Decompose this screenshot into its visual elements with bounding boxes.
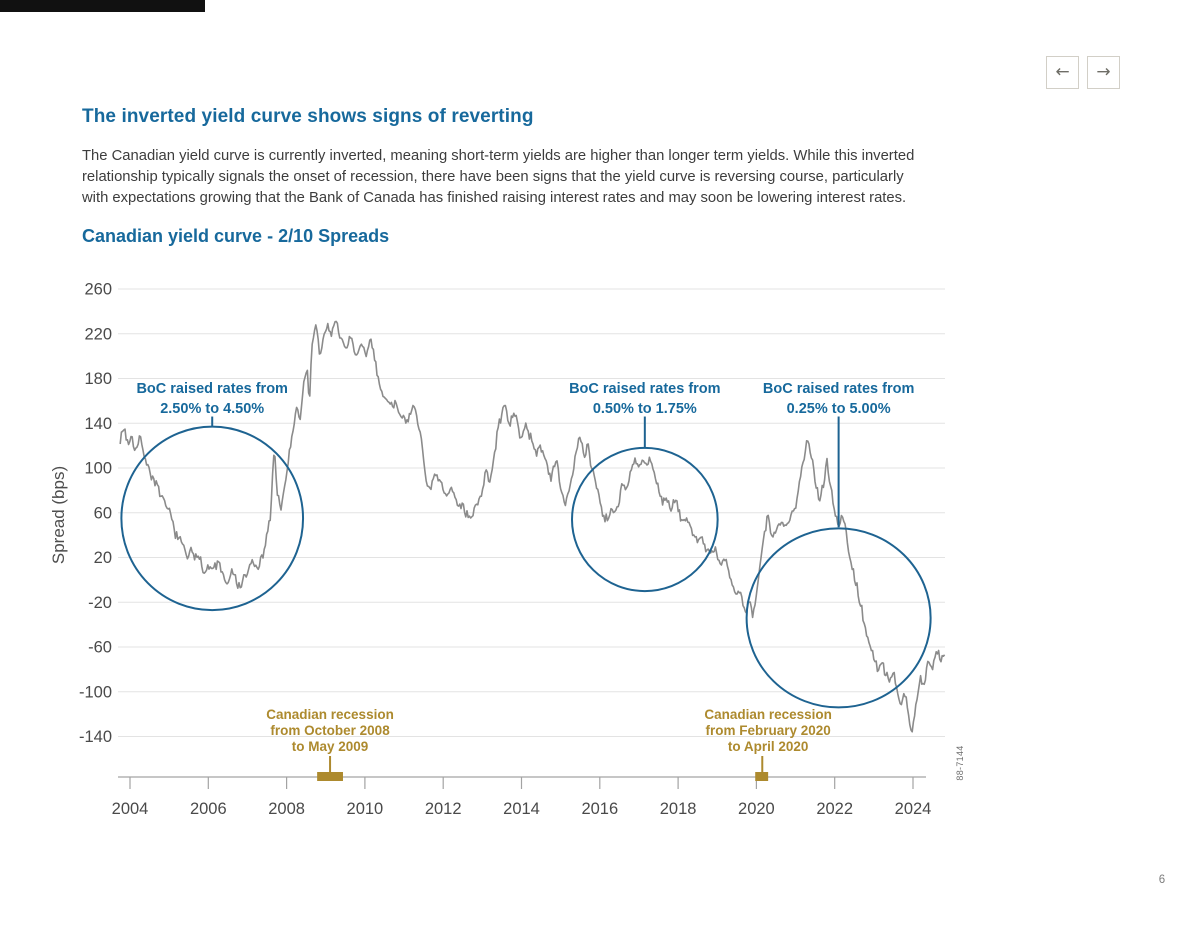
y-tick-label: -20 bbox=[88, 594, 112, 612]
rate-hike-label-line: 0.50% to 1.75% bbox=[593, 401, 697, 417]
section-body-text: The Canadian yield curve is currently in… bbox=[82, 148, 915, 206]
chart-title: Canadian yield curve - 2/10 Spreads bbox=[82, 226, 390, 246]
recession-period-bar bbox=[317, 772, 343, 781]
highlight-circle bbox=[571, 446, 719, 593]
x-axis-labels: 2004 2006 2008 2010 2012 2014 2016 2018 2020 2022… bbox=[112, 800, 932, 818]
x-axis bbox=[118, 776, 926, 789]
slide-nav: ← → bbox=[1046, 56, 1120, 89]
rate-hike-annotation: BoC raised rates from 2.50% to 4.50% bbox=[120, 381, 305, 612]
rate-hike-annotation: BoC raised rates from 0.50% to 1.75% bbox=[569, 381, 721, 593]
x-tick-label: 2020 bbox=[738, 800, 775, 818]
y-tick-label: 260 bbox=[84, 281, 112, 299]
highlight-circle bbox=[120, 425, 305, 612]
y-tick-label: -140 bbox=[79, 728, 112, 746]
x-tick-label: 2016 bbox=[581, 800, 618, 818]
rate-hike-annotation: BoC raised rates from 0.25% to 5.00% bbox=[745, 381, 932, 709]
y-tick-label: -60 bbox=[88, 639, 112, 657]
x-tick-label: 2010 bbox=[347, 800, 384, 818]
window-titlebar-fragment bbox=[0, 0, 205, 12]
x-tick-label: 2008 bbox=[268, 800, 305, 818]
gridlines bbox=[118, 288, 945, 737]
x-tick-label: 2004 bbox=[112, 800, 149, 818]
x-tick-label: 2018 bbox=[660, 800, 697, 818]
rate-hike-label-line: BoC raised rates from bbox=[763, 381, 915, 397]
y-tick-label: 220 bbox=[84, 325, 112, 343]
document-code: 88-7144 bbox=[955, 745, 965, 781]
spread-line-series bbox=[119, 320, 946, 733]
rate-hike-label-line: 2.50% to 4.50% bbox=[160, 401, 264, 417]
arrow-left-icon: ← bbox=[1055, 62, 1070, 82]
x-tick-label: 2012 bbox=[425, 800, 462, 818]
x-tick-label: 2014 bbox=[503, 800, 540, 818]
arrow-right-icon: → bbox=[1096, 62, 1111, 82]
y-tick-label: 140 bbox=[84, 415, 112, 433]
rate-hike-label-line: BoC raised rates from bbox=[136, 381, 288, 397]
recession-label-line: from October 2008 bbox=[270, 723, 390, 738]
rate-hike-label-line: BoC raised rates from bbox=[569, 381, 721, 397]
rate-hike-label-line: 0.25% to 5.00% bbox=[787, 401, 891, 417]
y-tick-label: 100 bbox=[84, 460, 112, 478]
y-tick-label: 180 bbox=[84, 370, 112, 388]
y-tick-label: -100 bbox=[79, 683, 112, 701]
x-tick-label: 2022 bbox=[816, 800, 853, 818]
recession-label-line: Canadian recession bbox=[704, 707, 832, 722]
recession-period-bar bbox=[755, 772, 769, 781]
x-tick-label: 2006 bbox=[190, 800, 227, 818]
highlight-circle bbox=[745, 527, 932, 709]
y-axis-title: Spread (bps) bbox=[50, 466, 68, 564]
page-number: 6 bbox=[1158, 874, 1166, 886]
recession-label-line: Canadian recession bbox=[266, 707, 394, 722]
section-title: The inverted yield curve shows signs of … bbox=[82, 106, 534, 127]
y-tick-label: 60 bbox=[94, 504, 112, 522]
y-axis-labels: 260 220 180 140 100 60 20 -20 -60 -100 -140 bbox=[79, 281, 112, 747]
previous-slide-button[interactable]: ← bbox=[1046, 56, 1079, 89]
yield-curve-chart: 260 220 180 140 100 60 20 -20 -60 -100 -140 2004 200… bbox=[49, 275, 980, 835]
next-slide-button[interactable]: → bbox=[1087, 56, 1120, 89]
recession-label-line: to May 2009 bbox=[292, 739, 369, 754]
y-tick-label: 20 bbox=[94, 549, 112, 567]
recession-label-line: to April 2020 bbox=[728, 739, 809, 754]
recession-label-line: from February 2020 bbox=[705, 723, 830, 738]
x-tick-label: 2024 bbox=[895, 800, 932, 818]
